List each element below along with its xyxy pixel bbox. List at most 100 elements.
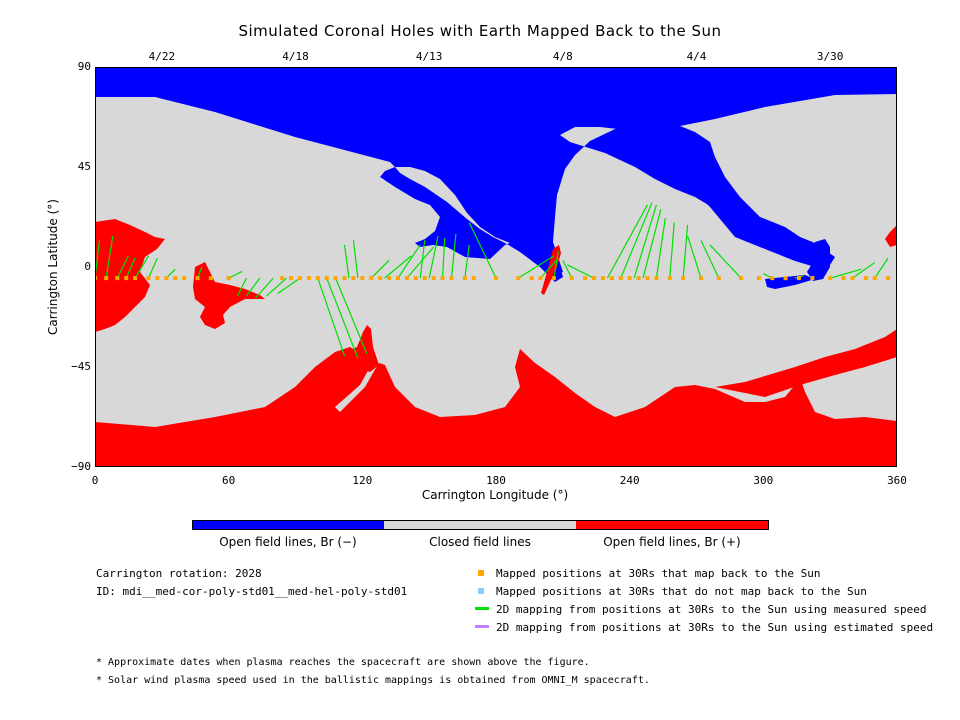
legend-mapped-label: Mapped positions at 30Rs that map back t… [496, 567, 821, 580]
mapped-point [449, 276, 454, 281]
y-tick-label: 0 [84, 260, 91, 273]
mapped-point [783, 276, 788, 281]
mapped-point [516, 276, 521, 281]
legend-not-mapped-marker [478, 588, 484, 594]
mapping-line [682, 224, 689, 279]
mapping-line [441, 238, 446, 279]
mapping-line [352, 240, 359, 279]
y-tick-label: −45 [71, 360, 91, 373]
mapping-line [266, 277, 287, 297]
positive-plume-south [335, 325, 379, 372]
mapping-line [317, 277, 346, 357]
colorbar-closed [384, 520, 576, 530]
mapped-point [681, 276, 686, 281]
x-tick-label: 120 [352, 474, 373, 487]
mapped-point [494, 276, 498, 281]
mapped-point [280, 276, 285, 281]
mapping-line [852, 262, 876, 279]
mapping-line [384, 255, 412, 279]
note-speed: * Solar wind plasma speed used in the ba… [96, 675, 650, 686]
mapping-line [246, 277, 261, 297]
mapping-line [642, 209, 662, 279]
mapped-points-group [95, 276, 891, 281]
mapping-line [370, 259, 390, 279]
mapped-point [164, 276, 169, 281]
mapped-point [600, 276, 605, 281]
mapped-point [360, 276, 365, 281]
top-date-label: 4/13 [415, 50, 443, 63]
mapped-point [104, 276, 109, 281]
top-date-label: 4/22 [148, 50, 176, 63]
mapped-point [551, 276, 556, 281]
mapping-line [700, 240, 720, 279]
mapping-line [134, 255, 149, 279]
mapped-point [133, 276, 138, 281]
x-tick-label: 300 [753, 474, 774, 487]
mapping-line [633, 204, 657, 279]
south-positive-coronal-hole [95, 347, 897, 467]
top-date-label: 4/8 [552, 50, 573, 63]
mapped-point [538, 276, 543, 281]
mapped-point [395, 276, 400, 281]
mapped-point [306, 276, 311, 281]
legend-measured-label: 2D mapping from positions at 30Rs to the… [496, 603, 927, 616]
mapping-line [326, 277, 359, 359]
mapping-line [553, 251, 559, 279]
x-tick-label: 360 [887, 474, 907, 487]
top-date-label: 4/18 [282, 50, 309, 63]
mapping-line [147, 257, 158, 279]
mapping-line [450, 233, 457, 279]
colorbar-label-open-negative: Open field lines, Br (−) [219, 535, 357, 549]
mapped-point [124, 276, 129, 281]
mapping-line [428, 235, 439, 279]
mapping-line [228, 270, 243, 279]
mapped-point [387, 276, 392, 281]
mapped-point [422, 276, 427, 281]
positive-plume-center [541, 245, 561, 295]
mapped-point [592, 276, 597, 281]
y-tick-label: 45 [77, 160, 91, 173]
mapping-line [464, 244, 470, 279]
mapping-line [116, 255, 129, 279]
mapped-point [195, 276, 200, 281]
x-tick-label: 0 [91, 474, 99, 487]
mapped-point [863, 276, 868, 281]
top-date-label: 3/30 [816, 50, 844, 63]
mapped-point [431, 276, 436, 281]
mapping-line [567, 264, 595, 279]
mapped-point [872, 276, 877, 281]
mapped-point [569, 276, 574, 281]
mapped-point [756, 276, 761, 281]
mapped-point [636, 276, 641, 281]
mapped-point [698, 276, 703, 281]
x-tick-label: 180 [486, 474, 506, 487]
mapped-point [404, 276, 409, 281]
mapping-line [468, 222, 497, 279]
mapping-lines-group [95, 202, 897, 359]
x-tick-label: 240 [619, 474, 640, 487]
mapped-point [645, 276, 650, 281]
mapping-line [709, 244, 742, 279]
mapped-point [850, 276, 855, 281]
mapping-line [620, 202, 653, 279]
x-axis-label: Carrington Longitude (°) [421, 488, 569, 502]
mapped-point [796, 276, 801, 281]
mapping-line [669, 222, 675, 279]
south-positive-right-extension [715, 329, 897, 397]
mapping-line [105, 235, 114, 279]
mapping-line [343, 244, 350, 279]
mapped-point [828, 276, 833, 281]
mapping-line [830, 268, 862, 279]
y-tick-label: 90 [77, 60, 91, 73]
mapped-point [289, 276, 294, 281]
colorbar-open-negative [192, 520, 385, 530]
legend-estimated-label: 2D mapping from positions at 30Rs to the… [496, 621, 934, 634]
mapped-point [208, 276, 213, 281]
mapped-point [654, 276, 659, 281]
mapping-line [335, 277, 368, 354]
legend-estimated-line [475, 625, 489, 628]
mapped-point [886, 276, 891, 281]
mapped-point [413, 276, 418, 281]
mapping-line [517, 255, 555, 279]
mapped-point [583, 276, 588, 281]
